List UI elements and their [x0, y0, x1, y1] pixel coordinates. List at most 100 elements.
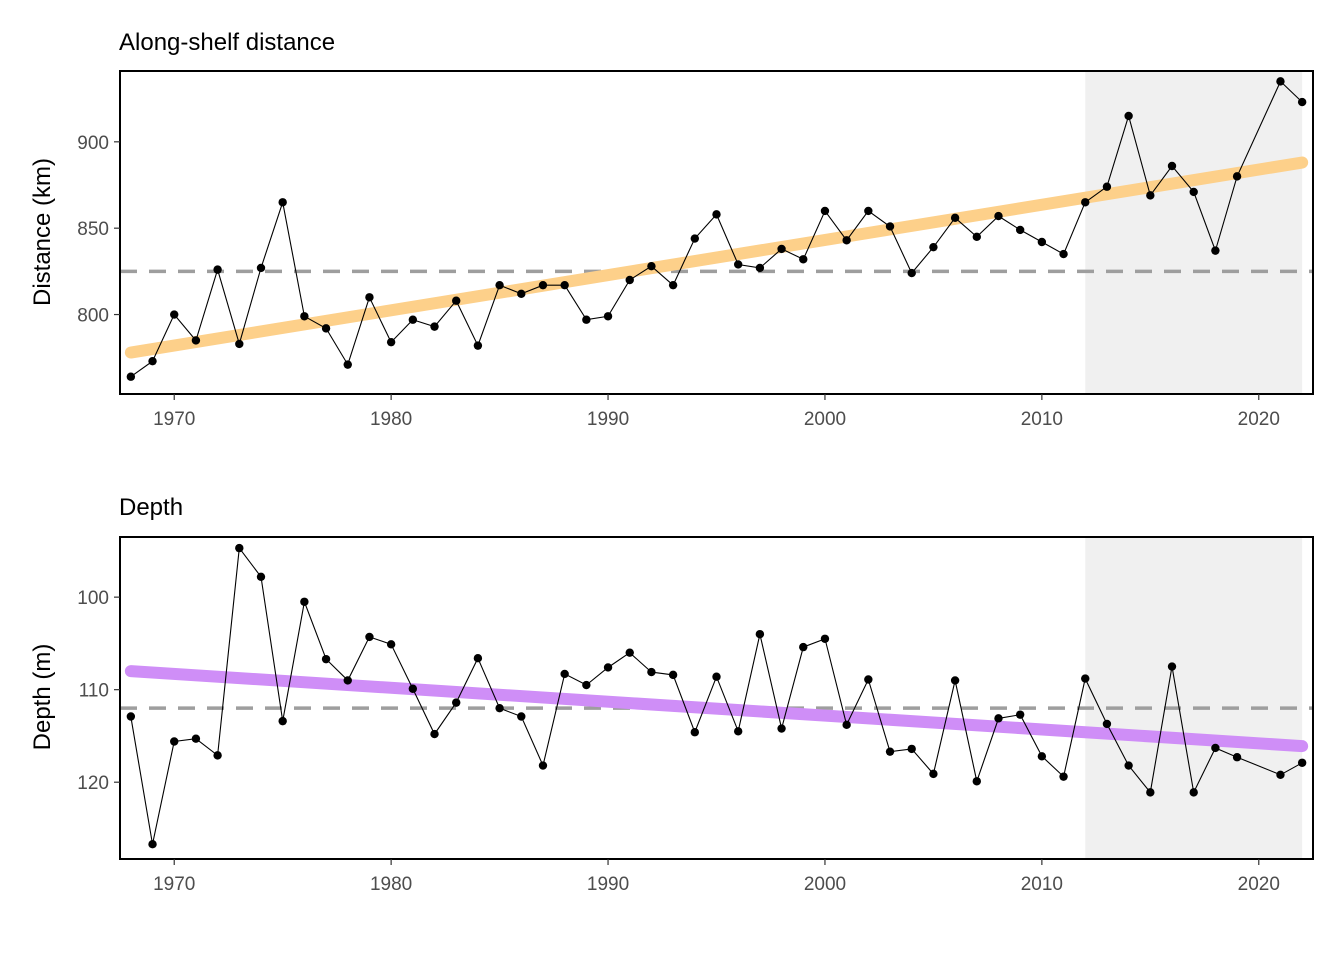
- data-point-distance-1991: [625, 275, 634, 285]
- data-point-depth-2022: [1297, 758, 1307, 767]
- x-tick-label-depth-1980: 1980: [370, 874, 412, 895]
- x-tick-label-distance-1990: 1990: [587, 409, 629, 430]
- data-point-depth-1985: [495, 703, 504, 713]
- data-point-depth-2007: [972, 777, 981, 786]
- y-tick-label-distance-900: 900: [77, 133, 109, 154]
- data-point-distance-1997: [755, 263, 765, 273]
- data-point-distance-2014: [1124, 111, 1133, 121]
- panel-distance: Along-shelf distance 1970 1980 1990 2000 201…: [29, 29, 1314, 430]
- data-point-distance-2018: [1211, 246, 1220, 255]
- data-point-depth-1993: [668, 670, 678, 680]
- data-point-depth-1992: [647, 667, 656, 677]
- data-point-depth-2005: [929, 769, 938, 779]
- data-point-distance-2007: [972, 232, 981, 242]
- data-point-distance-1974: [256, 263, 266, 273]
- data-point-depth-1984: [473, 654, 483, 663]
- data-point-distance-2010: [1037, 237, 1047, 247]
- data-point-distance-2012: [1081, 198, 1090, 207]
- data-point-depth-2011: [1059, 772, 1068, 781]
- data-point-depth-2014: [1124, 761, 1133, 770]
- data-point-depth-1969: [148, 839, 157, 849]
- data-point-distance-2013: [1102, 182, 1112, 191]
- data-point-depth-2012: [1081, 674, 1090, 683]
- x-tick-label-depth-2000: 2000: [804, 874, 846, 895]
- data-point-depth-1968: [126, 712, 136, 721]
- data-point-distance-1968: [126, 372, 136, 381]
- data-point-depth-1997: [755, 629, 765, 639]
- data-point-depth-2009: [1015, 710, 1025, 719]
- data-point-distance-2004: [907, 268, 916, 278]
- data-point-distance-1992: [647, 261, 656, 271]
- points-depth: [126, 543, 1307, 849]
- data-point-depth-2001: [842, 720, 851, 730]
- data-point-distance-1986: [517, 289, 526, 299]
- data-point-distance-1972: [213, 265, 222, 274]
- data-point-distance-2022: [1297, 97, 1307, 107]
- y-axis-label-depth: Depth (m): [29, 644, 56, 751]
- data-point-distance-1989: [582, 315, 591, 324]
- data-point-depth-1991: [625, 648, 634, 657]
- data-point-depth-2003: [885, 747, 895, 756]
- data-point-distance-1969: [148, 356, 157, 366]
- data-point-depth-1999: [799, 642, 808, 652]
- data-point-depth-1971: [191, 734, 201, 743]
- x-tick-label-depth-1970: 1970: [153, 874, 195, 895]
- data-point-distance-1998: [777, 244, 786, 254]
- data-point-distance-1973: [235, 339, 244, 349]
- data-point-distance-1970: [170, 310, 179, 319]
- data-point-distance-1982: [430, 322, 439, 331]
- data-point-depth-1986: [517, 712, 526, 721]
- points-distance: [126, 77, 1307, 381]
- data-point-distance-1976: [300, 312, 309, 321]
- data-point-depth-2010: [1037, 752, 1047, 761]
- data-point-depth-1998: [777, 724, 786, 733]
- y-axis-depth: 100 110 120: [77, 588, 120, 794]
- data-point-depth-1989: [582, 680, 591, 690]
- panel-title-depth: Depth: [119, 494, 183, 521]
- x-tick-label-distance-1970: 1970: [153, 409, 195, 430]
- data-point-depth-1995: [712, 672, 721, 681]
- data-point-distance-1983: [452, 296, 461, 305]
- data-point-distance-1987: [538, 280, 548, 290]
- data-point-depth-2002: [864, 675, 873, 684]
- y-tick-label-depth-100: 100: [77, 588, 109, 609]
- data-point-depth-1981: [408, 684, 418, 693]
- data-point-distance-1994: [690, 234, 700, 243]
- data-point-depth-1978: [343, 676, 352, 685]
- data-point-distance-1981: [408, 315, 418, 324]
- data-point-distance-2021: [1276, 77, 1285, 86]
- data-point-depth-1977: [321, 654, 331, 664]
- data-point-depth-2021: [1276, 770, 1285, 779]
- data-point-distance-1988: [560, 280, 569, 290]
- data-point-depth-1988: [560, 669, 569, 679]
- data-point-distance-2019: [1232, 172, 1242, 181]
- data-point-distance-1971: [191, 336, 201, 345]
- data-point-distance-2006: [950, 213, 960, 223]
- data-point-depth-1970: [170, 737, 179, 746]
- data-point-depth-1980: [386, 640, 396, 649]
- x-tick-label-depth-1990: 1990: [587, 874, 629, 895]
- data-point-distance-1996: [733, 260, 743, 269]
- plot-frame-distance: [119, 70, 1314, 395]
- plot-frame-depth: [119, 536, 1314, 860]
- x-tick-label-distance-2020: 2020: [1238, 409, 1280, 430]
- data-point-depth-1972: [213, 751, 222, 760]
- data-point-distance-1978: [343, 360, 352, 369]
- highlight-region-depth: [1085, 537, 1303, 859]
- data-point-distance-1999: [799, 255, 808, 264]
- data-point-depth-1979: [365, 632, 374, 642]
- x-tick-label-distance-2010: 2010: [1021, 409, 1063, 430]
- trend-line-distance: [124, 156, 1309, 359]
- y-axis-distance: 800 850 900: [77, 133, 120, 327]
- data-point-distance-2016: [1167, 161, 1177, 171]
- data-point-depth-2016: [1167, 662, 1177, 671]
- data-point-distance-2002: [864, 206, 873, 216]
- highlight-region-distance: [1085, 71, 1303, 394]
- data-point-depth-1975: [278, 716, 287, 726]
- data-point-depth-1982: [430, 729, 439, 739]
- data-point-distance-1977: [321, 324, 331, 333]
- x-tick-label-distance-1980: 1980: [370, 409, 412, 430]
- data-point-depth-1994: [690, 728, 700, 737]
- data-point-distance-1995: [712, 210, 721, 219]
